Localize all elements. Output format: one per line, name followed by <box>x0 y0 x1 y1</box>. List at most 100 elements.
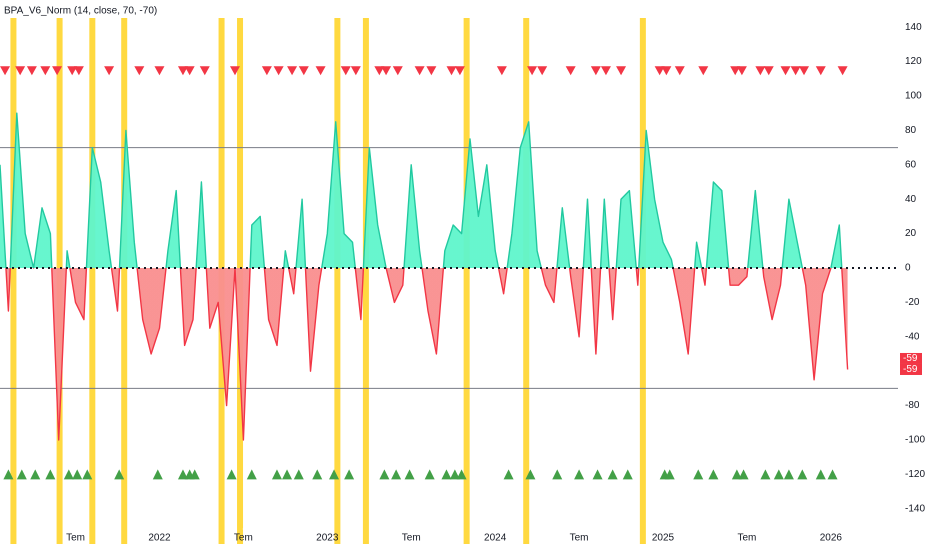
highlight-band <box>10 18 17 544</box>
buy-marker <box>503 469 514 480</box>
sell-marker <box>177 66 188 76</box>
sell-marker <box>298 66 309 76</box>
sell-marker <box>730 66 741 76</box>
buy-marker <box>731 469 742 480</box>
sell-marker <box>154 66 165 76</box>
sell-marker <box>674 66 685 76</box>
sell-marker <box>661 66 672 76</box>
sell-marker <box>446 66 457 76</box>
buy-marker <box>622 469 633 480</box>
buy-marker <box>693 469 704 480</box>
buy-marker <box>449 469 460 480</box>
x-tick-label: Tem <box>402 533 421 544</box>
y-tick-label: 100 <box>905 91 922 102</box>
last-value-label: -59 <box>903 353 918 364</box>
plot-layer <box>0 112 898 441</box>
y-tick-label: 20 <box>905 228 917 239</box>
buy-marker <box>312 469 323 480</box>
sell-marker <box>590 66 601 76</box>
highlight-band <box>639 18 646 544</box>
buy-marker <box>226 469 237 480</box>
buy-marker <box>82 469 93 480</box>
sell-marker <box>600 66 611 76</box>
sell-marker <box>340 66 351 76</box>
sell-marker <box>273 66 284 76</box>
sell-marker <box>496 66 507 76</box>
buy-marker <box>815 469 826 480</box>
highlight-band <box>89 18 96 544</box>
sell-marker <box>736 66 747 76</box>
buy-marker <box>177 469 188 480</box>
buy-marker <box>456 469 467 480</box>
buy-marker <box>592 469 603 480</box>
buy-marker <box>738 469 749 480</box>
buy-marker <box>664 469 675 480</box>
last-value-box <box>900 363 922 375</box>
buy-marker <box>783 469 794 480</box>
sell-marker <box>381 66 392 76</box>
x-tick-label: 2024 <box>484 533 507 544</box>
sell-marker <box>350 66 361 76</box>
sell-marker <box>184 66 195 76</box>
y-tick-label: -20 <box>905 297 920 308</box>
buy-marker <box>773 469 784 480</box>
y-tick-label: 40 <box>905 194 917 205</box>
sell-marker <box>454 66 465 76</box>
highlight-band <box>523 18 530 544</box>
buy-marker <box>441 469 452 480</box>
buy-marker <box>827 469 838 480</box>
x-tick-label: 2022 <box>148 533 171 544</box>
buy-marker <box>152 469 163 480</box>
x-tick-label: 2023 <box>316 533 339 544</box>
buy-marker <box>114 469 125 480</box>
x-tick-label: Tem <box>234 533 253 544</box>
last-value-box <box>900 352 922 364</box>
buy-marker <box>329 469 340 480</box>
sell-marker <box>67 66 78 76</box>
buy-marker <box>293 469 304 480</box>
y-tick-label: -120 <box>905 469 925 480</box>
sell-marker <box>799 66 810 76</box>
buy-marker <box>379 469 390 480</box>
sell-marker <box>26 66 37 76</box>
buy-marker <box>552 469 563 480</box>
chart-title: BPA_V6_Norm (14, close, 70, -70) <box>4 6 157 17</box>
x-tick-label: Tem <box>66 533 85 544</box>
buy-marker <box>574 469 585 480</box>
buy-marker <box>404 469 415 480</box>
y-tick-label: -80 <box>905 400 920 411</box>
sell-marker <box>565 66 576 76</box>
y-tick-label: -140 <box>905 503 925 514</box>
buy-marker <box>30 469 41 480</box>
sell-marker <box>616 66 627 76</box>
buy-marker <box>45 469 56 480</box>
sell-marker <box>414 66 425 76</box>
sell-marker <box>780 66 791 76</box>
y-tick-label: 80 <box>905 125 917 136</box>
sell-marker <box>698 66 709 76</box>
buy-marker <box>246 469 257 480</box>
sell-marker <box>815 66 826 76</box>
buy-marker <box>760 469 771 480</box>
sell-marker <box>527 66 538 76</box>
sell-marker <box>104 66 115 76</box>
grid-layer <box>0 147 898 389</box>
y-tick-label: -40 <box>905 331 920 342</box>
highlight-band <box>362 18 369 544</box>
buy-marker <box>282 469 293 480</box>
sell-marker <box>315 66 326 76</box>
sell-marker <box>374 66 385 76</box>
sell-marker <box>40 66 51 76</box>
highlight-band <box>463 18 470 544</box>
buy-marker <box>3 469 14 480</box>
x-tick-label: Tem <box>737 533 756 544</box>
sell-marker <box>229 66 240 76</box>
y-tick-label: 120 <box>905 56 922 67</box>
buy-marker <box>607 469 618 480</box>
buy-marker <box>797 469 808 480</box>
sell-marker <box>15 66 26 76</box>
sell-marker <box>392 66 403 76</box>
buy-marker <box>708 469 719 480</box>
